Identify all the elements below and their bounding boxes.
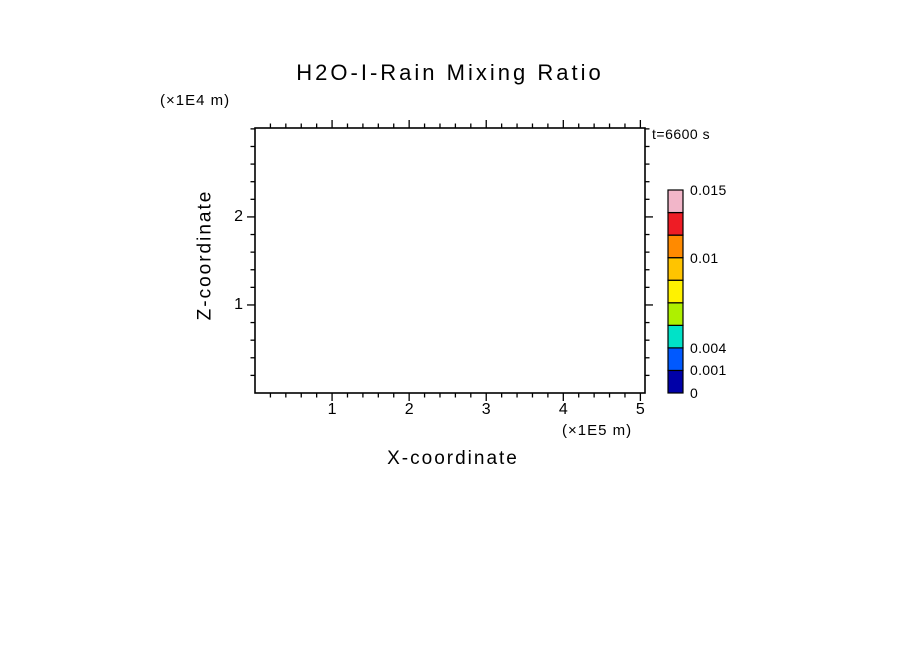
colorbar-tick-label: 0.004 [690,339,727,356]
colorbar-segment [667,234,684,259]
colorbar-segment [667,347,684,372]
x-axis-unit-label: (×1E5 m) [562,422,633,439]
x-tick-label: 1 [327,401,337,418]
colorbar-segment [667,369,684,394]
chart-title: H2O-I-Rain Mixing Ratio [296,60,604,85]
y-tick-label: 1 [234,295,243,313]
plot-frame [254,127,646,394]
y-tick-label: 2 [234,207,243,225]
colorbar-segment [667,189,684,214]
x-tick-label: 4 [558,401,568,418]
colorbar-segment [667,257,684,281]
colorbar-segment [667,279,684,304]
time-annotation: t=6600 s [652,126,711,142]
x-tick-label: 2 [404,401,414,418]
x-tick-label: 3 [481,401,491,418]
colorbar-segment [667,302,684,326]
colorbar-tick-label: 0.015 [690,182,727,198]
colorbar-tick-label: 0 [690,385,699,401]
colorbar-segment [667,324,684,349]
y-axis-unit-label: (×1E4 m) [160,92,231,109]
colorbar-tick-label: 0.001 [690,362,727,379]
y-axis-label: Z-coordinate [194,189,216,321]
x-tick-label: 5 [635,401,645,418]
colorbar-segment [667,211,684,236]
colorbar-tick-label: 0.01 [690,249,719,266]
x-axis-label: X-coordinate [387,448,519,469]
